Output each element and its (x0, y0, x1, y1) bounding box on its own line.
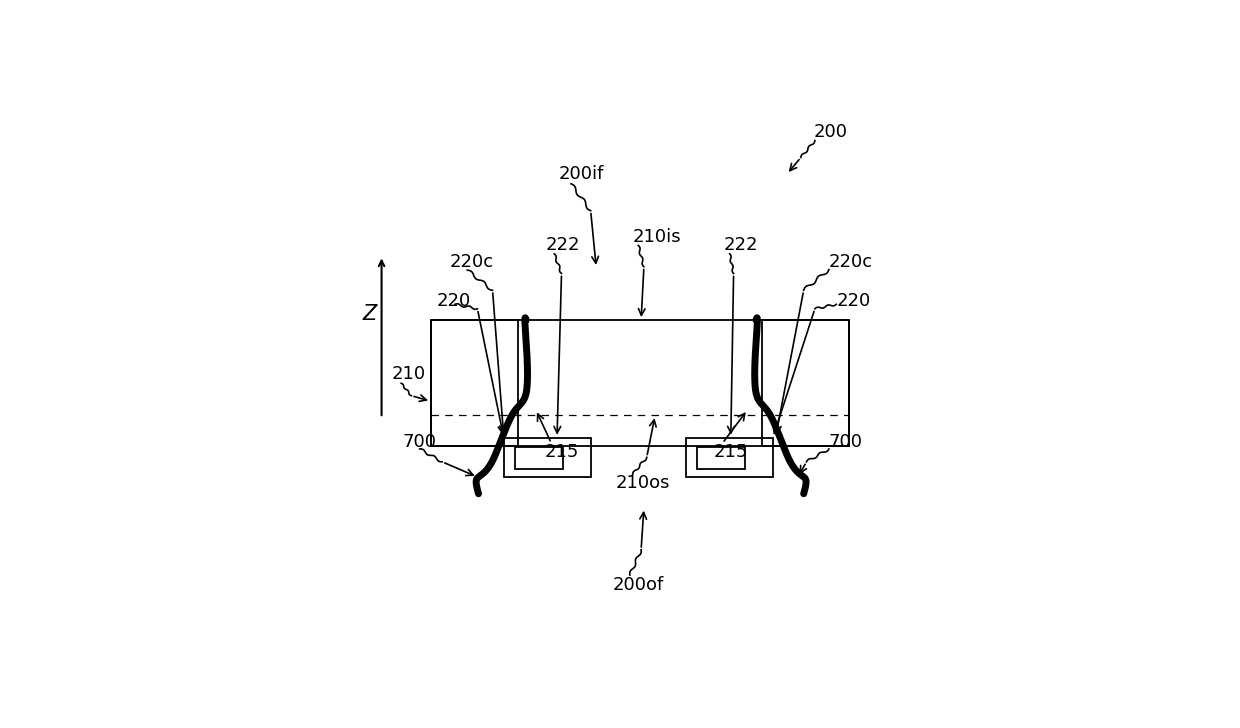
Text: 220: 220 (836, 293, 870, 311)
Text: 700: 700 (828, 432, 863, 451)
Text: 210os: 210os (616, 473, 671, 491)
Text: 220c: 220c (449, 253, 494, 272)
Text: 222: 222 (724, 237, 759, 255)
Text: Z: Z (362, 304, 377, 325)
Text: 200of: 200of (613, 576, 665, 594)
Text: 220c: 220c (828, 253, 873, 272)
Text: 215: 215 (544, 443, 579, 461)
Text: 700: 700 (403, 432, 436, 451)
Bar (515, 447, 563, 469)
Text: 200if: 200if (558, 165, 604, 183)
Bar (430, 320, 518, 446)
Bar (430, 320, 848, 446)
Bar (697, 447, 745, 469)
Text: 220: 220 (436, 293, 471, 311)
Bar (503, 438, 590, 477)
Text: 215: 215 (714, 443, 749, 461)
Bar (686, 438, 773, 477)
Bar (761, 320, 848, 446)
Text: 210: 210 (392, 365, 425, 384)
Text: 200: 200 (813, 123, 848, 141)
Text: 222: 222 (546, 237, 580, 255)
Text: 210is: 210is (632, 228, 681, 246)
